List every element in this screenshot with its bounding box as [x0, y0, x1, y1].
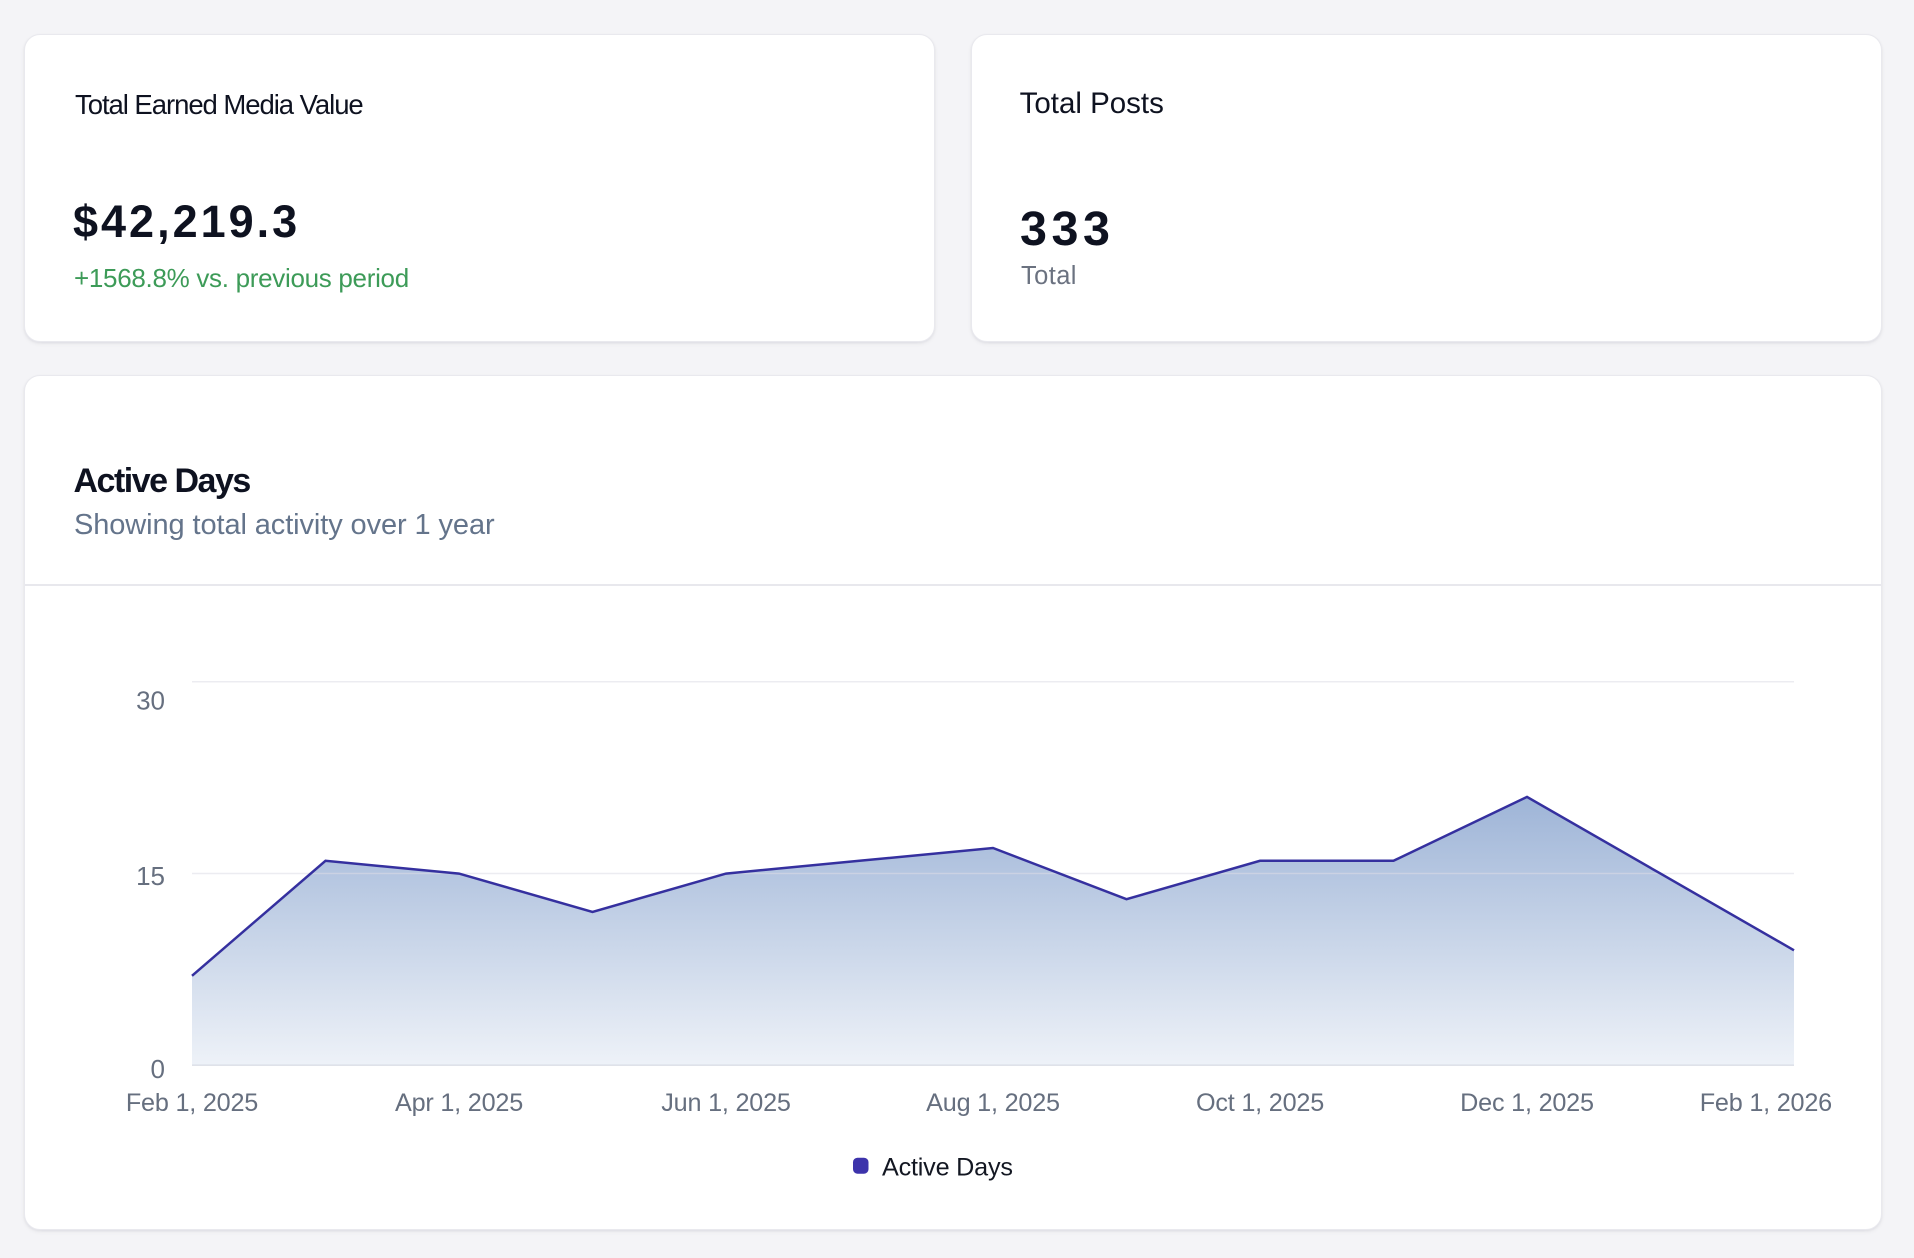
svg-text:Feb 1, 2025: Feb 1, 2025	[126, 1089, 258, 1117]
svg-text:Feb 1, 2026: Feb 1, 2026	[1700, 1089, 1832, 1117]
svg-text:30: 30	[136, 686, 165, 716]
svg-text:Oct 1, 2025: Oct 1, 2025	[1196, 1089, 1324, 1117]
svg-text:15: 15	[136, 861, 165, 891]
svg-text:Active Days: Active Days	[882, 1154, 1013, 1182]
svg-text:Apr 1, 2025: Apr 1, 2025	[395, 1089, 523, 1117]
svg-text:Jun 1, 2025: Jun 1, 2025	[661, 1089, 790, 1117]
svg-text:0: 0	[151, 1054, 165, 1084]
svg-text:Aug 1, 2025: Aug 1, 2025	[926, 1089, 1060, 1117]
svg-text:Dec 1, 2025: Dec 1, 2025	[1460, 1089, 1594, 1117]
